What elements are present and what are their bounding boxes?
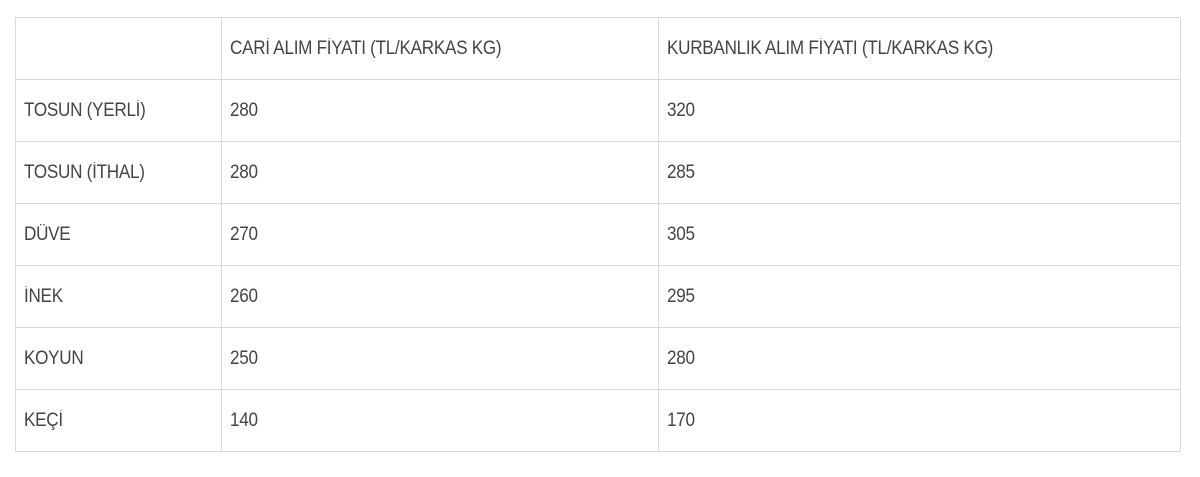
- table-row: DÜVE 270 305: [15, 203, 1181, 266]
- price-cell: 285: [658, 141, 1181, 204]
- price-cell: 270: [220, 203, 660, 266]
- price-table: CARİ ALIM FİYATI (TL/KARKAS KG) KURBANLIK…: [15, 17, 1181, 452]
- cell-text: 270: [229, 223, 258, 245]
- row-label-cell: KOYUN: [15, 327, 222, 390]
- cell-text: 280: [667, 347, 696, 369]
- cell-text: 285: [667, 161, 696, 183]
- column-header: [15, 17, 222, 80]
- cell-text: 260: [229, 285, 258, 307]
- row-label-cell: TOSUN (YERLİ): [15, 79, 222, 142]
- cell-text: 170: [667, 409, 696, 431]
- price-cell: 295: [658, 265, 1181, 328]
- row-label-cell: İNEK: [15, 265, 222, 328]
- price-cell: 320: [658, 79, 1181, 142]
- column-header: KURBANLIK ALIM FİYATI (TL/KARKAS KG): [658, 17, 1181, 80]
- price-cell: 260: [220, 265, 660, 328]
- row-label-cell: DÜVE: [15, 203, 222, 266]
- price-cell: 305: [658, 203, 1181, 266]
- row-label-cell: TOSUN (İTHAL): [15, 141, 222, 204]
- table-row: KEÇİ 140 170: [15, 389, 1181, 452]
- cell-text: KEÇİ: [24, 409, 63, 431]
- cell-text: 280: [229, 161, 258, 183]
- price-cell: 250: [220, 327, 660, 390]
- price-cell: 280: [220, 79, 660, 142]
- cell-text: DÜVE: [24, 223, 71, 245]
- price-cell: 170: [658, 389, 1181, 452]
- table-row: TOSUN (YERLİ) 280 320: [15, 79, 1181, 142]
- price-cell: 140: [220, 389, 660, 452]
- column-header: CARİ ALIM FİYATI (TL/KARKAS KG): [220, 17, 660, 80]
- cell-text: TOSUN (İTHAL): [24, 161, 145, 183]
- price-cell: 280: [220, 141, 660, 204]
- cell-text: CARİ ALIM FİYATI (TL/KARKAS KG): [229, 37, 502, 59]
- cell-text: KURBANLIK ALIM FİYATI (TL/KARKAS KG): [667, 37, 994, 59]
- row-label-cell: KEÇİ: [15, 389, 222, 452]
- header-row: CARİ ALIM FİYATI (TL/KARKAS KG) KURBANLIK…: [15, 17, 1181, 80]
- cell-text: TOSUN (YERLİ): [24, 99, 146, 121]
- table-row: İNEK 260 295: [15, 265, 1181, 328]
- cell-text: 295: [667, 285, 696, 307]
- cell-text: 250: [229, 347, 258, 369]
- cell-text: 280: [229, 99, 258, 121]
- cell-text: 320: [667, 99, 696, 121]
- cell-text: KOYUN: [24, 347, 84, 369]
- cell-text: İNEK: [24, 285, 63, 307]
- price-cell: 280: [658, 327, 1181, 390]
- table-row: TOSUN (İTHAL) 280 285: [15, 141, 1181, 204]
- cell-text: 140: [229, 409, 258, 431]
- cell-text: 305: [667, 223, 696, 245]
- table-row: KOYUN 250 280: [15, 327, 1181, 390]
